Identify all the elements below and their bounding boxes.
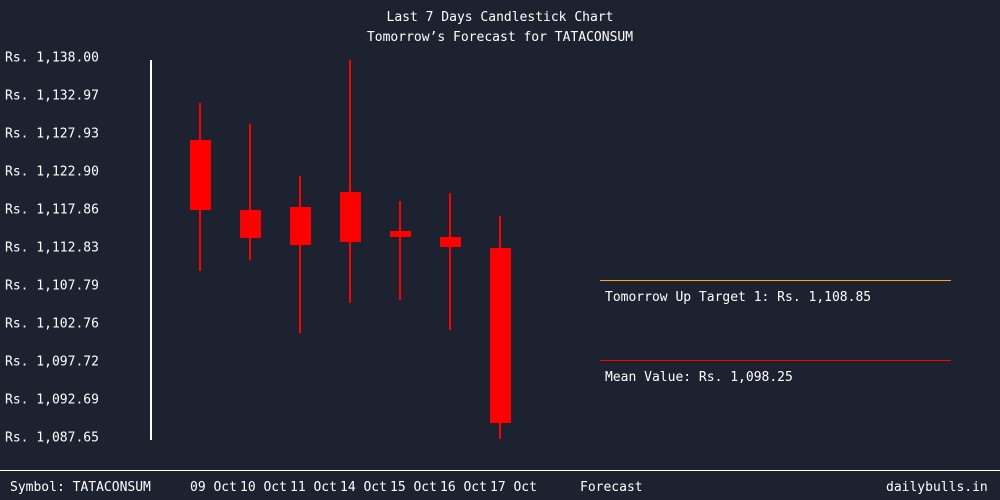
candle-body: [390, 230, 411, 237]
forecast-label: Forecast: [580, 480, 643, 495]
candle-body: [290, 207, 311, 246]
y-tick-label: Rs. 1,117.86: [5, 202, 99, 218]
y-axis-line: [150, 60, 152, 440]
candle-wick: [249, 124, 251, 260]
y-tick-label: Rs. 1,102.76: [5, 316, 99, 332]
x-tick-label: 16 Oct: [440, 480, 487, 495]
mean-value-label: Mean Value: Rs. 1,098.25: [605, 370, 793, 385]
x-tick-label: 11 Oct: [290, 480, 337, 495]
candle-body: [240, 209, 261, 238]
candle-wick: [399, 201, 401, 300]
y-tick-label: Rs. 1,107.79: [5, 278, 99, 294]
brand-link[interactable]: dailybulls.in: [886, 480, 988, 495]
y-tick-label: Rs. 1,112.83: [5, 240, 99, 256]
x-tick-label: 14 Oct: [340, 480, 387, 495]
candle-wick: [349, 60, 351, 304]
mean-value-line: [600, 360, 951, 361]
symbol-label: Symbol: TATACONSUM: [10, 480, 151, 495]
y-tick-label: Rs. 1,092.69: [5, 392, 99, 408]
candle-wick: [299, 175, 301, 333]
up-target-line: [600, 280, 951, 281]
x-tick-label: 10 Oct: [240, 480, 287, 495]
y-tick-label: Rs. 1,087.65: [5, 430, 99, 446]
up-target-label: Tomorrow Up Target 1: Rs. 1,108.85: [605, 290, 872, 305]
candle-body: [490, 248, 511, 424]
chart-subtitle: Tomorrow’s Forecast for TATACONSUM: [366, 30, 634, 45]
x-tick-label: 17 Oct: [490, 480, 537, 495]
y-tick-label: Rs. 1,127.93: [5, 126, 99, 142]
candle-body: [190, 140, 211, 211]
y-tick-label: Rs. 1,122.90: [5, 164, 99, 180]
chart-title: Last 7 Days Candlestick Chart: [386, 10, 614, 25]
candle-body: [340, 192, 361, 243]
candle-body: [440, 236, 461, 248]
y-tick-label: Rs. 1,132.97: [5, 88, 99, 104]
candle-wick: [449, 193, 451, 330]
x-tick-label: 09 Oct: [190, 480, 237, 495]
y-tick-label: Rs. 1,097.72: [5, 354, 99, 370]
footer-divider: [0, 470, 1000, 471]
x-tick-label: 15 Oct: [390, 480, 437, 495]
y-tick-label: Rs. 1,138.00: [5, 50, 99, 66]
